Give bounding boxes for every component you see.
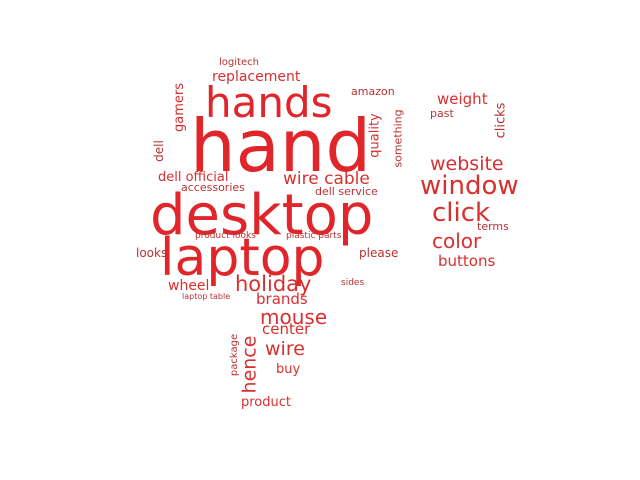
word-laptop: laptop	[160, 228, 325, 288]
word-accessories: accessories	[181, 181, 245, 194]
word-please: please	[359, 246, 399, 260]
word-wire-cable: wire cable	[283, 169, 370, 189]
word-hence: hence	[238, 335, 261, 394]
word-dell-official: dell official	[158, 170, 229, 185]
word-website: website	[430, 153, 504, 175]
word-brands: brands	[256, 290, 308, 308]
word-laptop-table: laptop table	[182, 292, 231, 301]
word-mouse: mouse	[260, 305, 328, 329]
word-click: click	[432, 198, 491, 228]
word-desktop: desktop	[150, 183, 374, 248]
word-window: window	[420, 171, 519, 201]
word-center: center	[262, 320, 311, 338]
word-weight: weight	[437, 90, 488, 108]
word-clicks: clicks	[493, 102, 509, 139]
word-quality: quality	[367, 113, 383, 158]
word-plastic-parts: plastic parts	[286, 231, 342, 241]
word-wire: wire	[265, 338, 305, 360]
word-wheel: wheel	[168, 278, 210, 294]
word-replacement: replacement	[212, 69, 301, 85]
word-past: past	[430, 107, 454, 120]
word-something: something	[391, 109, 405, 168]
word-color: color	[432, 229, 482, 253]
word-hands: hands	[205, 78, 333, 127]
word-sides: sides	[341, 278, 365, 288]
word-amazon: amazon	[351, 85, 395, 98]
word-holiday: holiday	[235, 272, 312, 296]
word-hand: hand	[190, 104, 372, 188]
word-looks: looks	[136, 246, 168, 260]
word-product: product	[241, 395, 292, 410]
word-terms: terms	[477, 220, 509, 233]
word-dell-service: dell service	[315, 185, 378, 198]
word-buttons: buttons	[438, 252, 496, 270]
word-buy: buy	[276, 362, 301, 377]
word-logitech: logitech	[219, 57, 259, 68]
word-dell: dell	[151, 140, 166, 162]
word-package: package	[229, 333, 241, 377]
word-gamers: gamers	[172, 83, 187, 132]
word-product-looks: product looks	[195, 231, 256, 241]
